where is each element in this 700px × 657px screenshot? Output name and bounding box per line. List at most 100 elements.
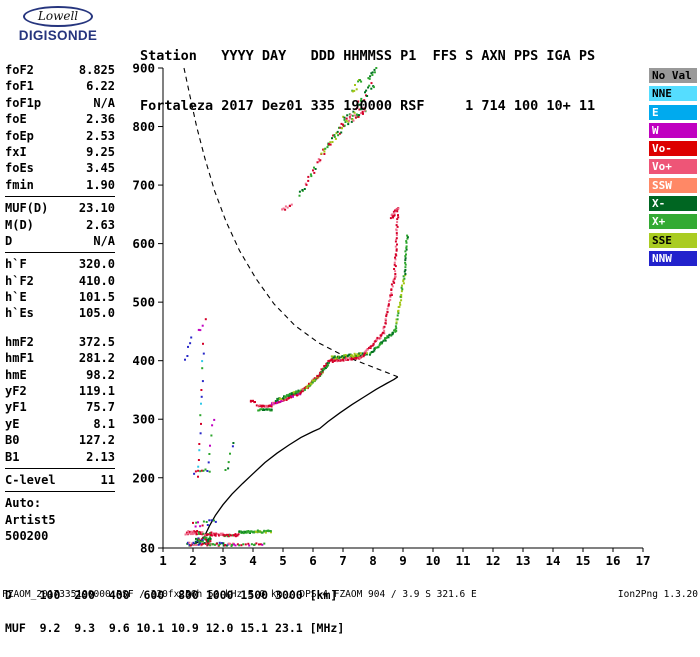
param-value: 2.63: [86, 217, 115, 232]
param-row-fxi: fxI 9.25: [5, 144, 115, 160]
param-row-foep: foEp 2.53: [5, 128, 115, 144]
logo-digisonde-text: DIGISONDE: [18, 28, 98, 43]
param-value: N/A: [93, 233, 115, 248]
param-label: yF1: [5, 400, 27, 415]
software-version: Ion2Png 1.3.20: [617, 589, 698, 600]
measurement-file-info: FZAOM_2017335190000.RSF / 320fx256h 50 k…: [2, 589, 477, 600]
doppler-direction-legend: No Val NNE E W Vo- Vo+ SSW X- X+ SSE NNW: [649, 68, 698, 269]
param-row-artist5: Artist5: [5, 512, 115, 528]
legend-item-sse: SSE: [649, 232, 697, 248]
param-value: 2.13: [86, 449, 115, 464]
param-label: foEp: [5, 128, 34, 143]
param-label: D: [5, 233, 13, 248]
param-value: 11: [100, 472, 115, 487]
param-row-fof1: foF1 6.22: [5, 78, 115, 94]
param-value: 9.25: [86, 144, 115, 159]
svg-text:3: 3: [219, 553, 227, 568]
legend-item-w: W: [649, 122, 697, 138]
header-values-line: Fortaleza 2017 Dez01 335 190000 RSF 1 71…: [140, 97, 596, 114]
distance-row: D 100 200 400 600 800 1000 1500 3000 [km…: [5, 588, 338, 602]
svg-text:15: 15: [575, 553, 590, 568]
svg-text:4: 4: [249, 553, 257, 568]
legend-item-vo+: Vo+: [649, 159, 697, 175]
panel-divider: [5, 252, 115, 254]
svg-text:400: 400: [132, 353, 155, 368]
param-row-hf: h`F 320.0: [5, 256, 115, 272]
param-value: 8.1: [93, 416, 115, 431]
legend-item-noval: No Val: [649, 68, 697, 83]
svg-text:11: 11: [455, 553, 470, 568]
legend-item-vo-: Vo-: [649, 141, 697, 157]
param-label: h`E: [5, 290, 27, 305]
svg-text:700: 700: [132, 178, 155, 193]
param-row-mufd: MUF(D) 23.10: [5, 200, 115, 216]
param-label: B0: [5, 433, 20, 448]
legend-item-ssw: SSW: [649, 177, 697, 193]
param-label: C-level: [5, 472, 56, 487]
param-label: foEs: [5, 161, 34, 176]
param-row-foes: foEs 3.45: [5, 160, 115, 176]
param-row-500200: 500200: [5, 528, 115, 544]
svg-text:14: 14: [545, 553, 560, 568]
param-value: 3.45: [86, 161, 115, 176]
param-label: foF1: [5, 79, 34, 94]
param-row-ye: yE 8.1: [5, 416, 115, 432]
param-row-b1: B1 2.13: [5, 449, 115, 465]
logo-lowell-text: Lowell: [22, 6, 94, 27]
parameter-panel: foF2 8.825 foF1 6.22 foF1p N/A foE 2.36 foEp 2.53…: [5, 62, 115, 545]
param-row-clevel: C-level 11: [5, 472, 115, 488]
svg-text:12: 12: [485, 553, 500, 568]
param-label: foF1p: [5, 95, 42, 110]
svg-text:9: 9: [399, 553, 407, 568]
param-row-yf1: yF1 75.7: [5, 399, 115, 415]
param-row-md: M(D) 2.63: [5, 217, 115, 233]
param-value: 2.53: [86, 128, 115, 143]
param-row-d: D N/A: [5, 233, 115, 249]
echo-trace-dots: [184, 67, 409, 547]
param-label: foE: [5, 112, 27, 127]
param-row-hmf1: hmF1 281.2: [5, 350, 115, 366]
param-row-fmin: fmin 1.90: [5, 177, 115, 193]
param-value: 281.2: [78, 351, 115, 366]
param-value: 75.7: [86, 400, 115, 415]
param-label: h`F2: [5, 273, 34, 288]
svg-text:8: 8: [369, 553, 377, 568]
param-value: 1.90: [86, 177, 115, 192]
param-value: 2.36: [86, 112, 115, 127]
param-label: yF2: [5, 384, 27, 399]
plot-axes: [158, 67, 644, 552]
svg-text:5: 5: [279, 553, 287, 568]
param-value: 372.5: [78, 334, 115, 349]
param-label: h`F: [5, 257, 27, 272]
svg-text:200: 200: [132, 470, 155, 485]
param-row-hes: h`Es 105.0: [5, 305, 115, 321]
panel-divider: [5, 467, 115, 469]
svg-text:6: 6: [309, 553, 317, 568]
param-row-hmf2: hmF2 372.5: [5, 334, 115, 350]
svg-text:17: 17: [635, 553, 650, 568]
legend-item-e: E: [649, 104, 697, 120]
param-label: fxI: [5, 144, 27, 159]
param-value: 6.22: [86, 79, 115, 94]
param-row-b0: B0 127.2: [5, 432, 115, 448]
svg-text:16: 16: [605, 553, 620, 568]
param-row-fof1p: foF1p N/A: [5, 95, 115, 111]
param-value: 320.0: [78, 257, 115, 272]
svg-text:13: 13: [515, 553, 530, 568]
param-label: M(D): [5, 217, 34, 232]
param-row-hf2: h`F2 410.0: [5, 273, 115, 289]
param-label: foF2: [5, 63, 34, 77]
param-value: 127.2: [78, 433, 115, 448]
param-value: 410.0: [78, 273, 115, 288]
legend-item-nnw: NNW: [649, 250, 697, 266]
param-label: 500200: [5, 529, 49, 544]
svg-text:800: 800: [132, 119, 155, 134]
svg-text:80: 80: [140, 541, 155, 556]
param-label: yE: [5, 416, 20, 431]
param-row-auto: Auto:: [5, 495, 115, 511]
param-label: MUF(D): [5, 201, 49, 216]
param-value: 98.2: [86, 367, 115, 382]
param-label: h`Es: [5, 306, 34, 321]
param-label: Auto:: [5, 496, 42, 511]
dmuf-table: D 100 200 400 600 800 1000 1500 3000 [km…: [5, 568, 344, 656]
